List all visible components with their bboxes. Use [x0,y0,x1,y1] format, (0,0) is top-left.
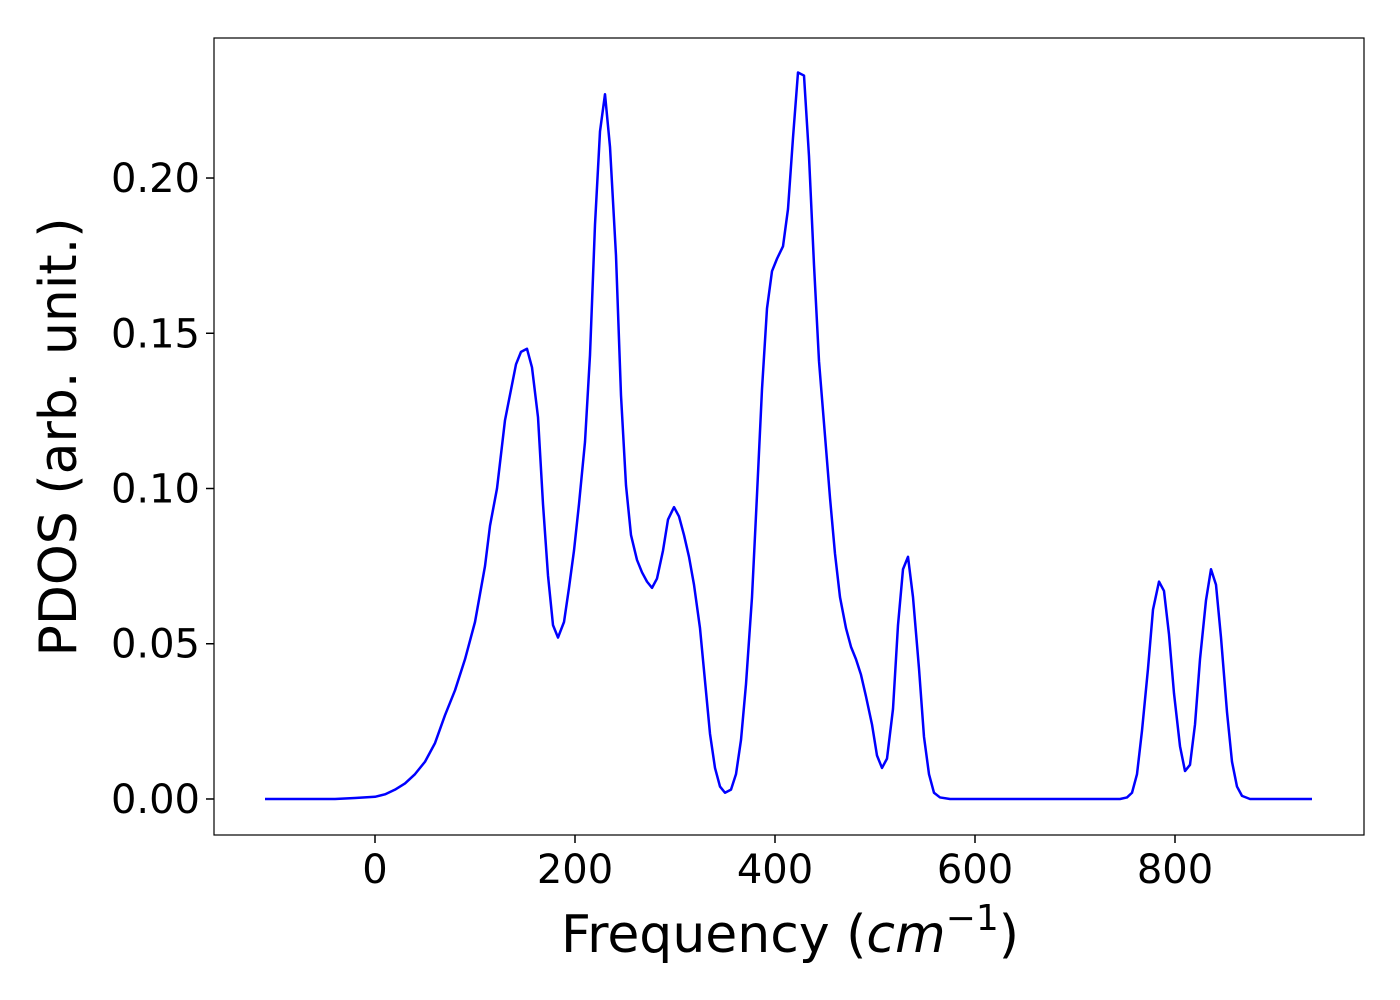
x-label-close: ) [999,905,1019,965]
y-tick-label: 0.10 [111,467,200,513]
x-label-unit: cm [866,905,945,965]
x-label-text: Frequency ( [561,905,866,965]
x-label-exponent: −1 [946,898,999,939]
y-tick-label: 0.15 [111,311,200,357]
y-tick-label: 0.05 [111,622,200,668]
y-tick-label: 0.00 [111,777,200,823]
data-line [265,71,1312,801]
x-tick-label: 0 [362,847,387,893]
y-tick-label: 0.20 [111,156,200,202]
x-axis-label: Frequency (cm−1) [561,898,1019,965]
plot-frame [213,37,1365,836]
x-tick-label: 200 [537,847,613,893]
x-tick-label: 400 [737,847,813,893]
x-tick-label: 600 [937,847,1013,893]
y-axis-label: PDOS (arb. unit.) [29,217,89,656]
x-tick-label: 800 [1137,847,1213,893]
